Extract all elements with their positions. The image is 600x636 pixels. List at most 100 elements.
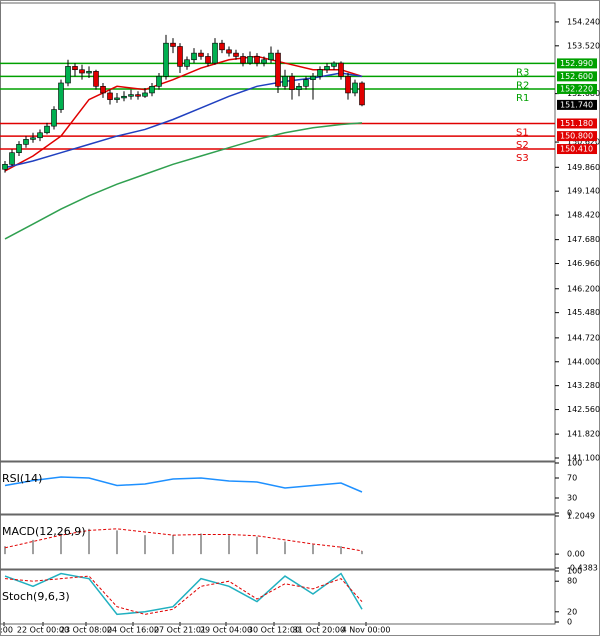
candle-body xyxy=(163,42,169,77)
candle-body xyxy=(240,56,246,64)
candle-body xyxy=(303,79,309,87)
candle-body xyxy=(282,76,288,87)
histogram-bar xyxy=(340,546,342,555)
level-name: R2 xyxy=(516,80,529,91)
level-name: S2 xyxy=(516,140,529,151)
candle-body xyxy=(268,52,274,61)
y-tick-label: 0.00 xyxy=(567,550,585,559)
y-tick-label: 0 xyxy=(567,618,572,627)
histogram-bar xyxy=(256,536,258,555)
indicator-line xyxy=(4,122,363,240)
level-tag xyxy=(557,144,597,155)
candle-body xyxy=(93,71,99,87)
candle-body xyxy=(359,82,365,106)
y-tick-label: 143.280 xyxy=(567,381,600,390)
y-tick-label: 146.200 xyxy=(567,284,600,293)
candle-body xyxy=(2,163,8,170)
y-tick-label: 150.620 xyxy=(567,138,600,147)
histogram-bar xyxy=(32,539,34,555)
y-tick-label: -0.4383 xyxy=(567,564,598,573)
panel xyxy=(0,460,556,516)
panel-title: MACD(12,26,9) xyxy=(2,525,86,538)
candle-body xyxy=(16,144,22,153)
candle-body xyxy=(338,62,344,77)
candle-body xyxy=(86,71,92,74)
y-tick-label: 70 xyxy=(567,474,577,483)
x-tick-label: 23 Oct 08:00 xyxy=(60,626,112,635)
candle-body xyxy=(254,56,260,64)
x-tick-label: 22 Oct 00:00 xyxy=(17,626,69,635)
indicator-line xyxy=(4,572,363,616)
indicator-line xyxy=(4,575,363,615)
x-tick-label: 27 Oct 21:01 xyxy=(154,626,206,635)
panel-title: Stoch(9,6,3) xyxy=(2,590,70,603)
level-value: 151.180 xyxy=(560,119,593,128)
y-tick-label: 80 xyxy=(567,577,577,586)
last-price-tag xyxy=(557,99,597,110)
candle-body xyxy=(30,137,36,140)
y-tick-label: 142.560 xyxy=(567,405,600,414)
x-tick-label: 24 Oct 16:00 xyxy=(107,626,159,635)
level-name: R1 xyxy=(516,93,529,104)
level-value: 152.600 xyxy=(560,72,593,81)
candle-body xyxy=(289,76,295,90)
candle-body xyxy=(100,86,106,94)
level-value: 152.220 xyxy=(560,84,593,93)
candle-body xyxy=(128,94,134,97)
y-tick-label: 153.520 xyxy=(567,41,600,50)
panel xyxy=(0,513,556,571)
candle-body xyxy=(65,66,71,84)
candle-body xyxy=(44,125,50,134)
candle-body xyxy=(114,97,120,100)
candle-body xyxy=(121,95,127,99)
candle-body xyxy=(205,56,211,64)
last-price: 151.740 xyxy=(560,100,593,109)
level-tag xyxy=(557,131,597,142)
histogram-bar xyxy=(4,546,6,555)
y-tick-label: 146.960 xyxy=(567,259,600,268)
candle-body xyxy=(212,42,218,64)
level-tag xyxy=(557,58,597,69)
candle-body xyxy=(331,62,337,67)
x-tick-label: 31 Oct 20:00 xyxy=(293,626,345,635)
candle-body xyxy=(198,52,204,57)
y-tick-label: 149.140 xyxy=(567,187,600,196)
y-tick-label: 30 xyxy=(567,494,577,503)
candle-body xyxy=(352,82,358,94)
candle-body xyxy=(135,94,141,97)
candle-body xyxy=(345,76,351,94)
level-name: R3 xyxy=(516,67,529,78)
histogram-bar xyxy=(284,541,286,555)
histogram-bar xyxy=(88,528,90,555)
candle-body xyxy=(177,46,183,67)
level-value: 150.800 xyxy=(560,132,593,141)
candle-body xyxy=(317,69,323,77)
y-tick-label: 1.2049 xyxy=(567,512,595,521)
candle-body xyxy=(275,52,281,87)
indicator-line xyxy=(4,528,363,552)
histogram-bar xyxy=(228,535,230,555)
panel-title: RSI(14) xyxy=(2,472,42,485)
candle-body xyxy=(51,109,57,127)
histogram-bar xyxy=(200,533,202,555)
histogram-bar xyxy=(361,550,363,555)
histogram-bar xyxy=(116,530,118,555)
candle-body xyxy=(184,59,190,67)
x-tick-label: 4 Nov 00:00 xyxy=(342,626,391,635)
candle-body xyxy=(107,92,113,100)
y-tick-label: 147.680 xyxy=(567,235,600,244)
histogram-bar xyxy=(172,535,174,555)
level-tag xyxy=(557,118,597,129)
indicator-line xyxy=(4,55,363,172)
candle-body xyxy=(9,152,15,165)
level-tag xyxy=(557,83,597,94)
candle-body xyxy=(310,76,316,80)
y-tick-label: 144.720 xyxy=(567,333,600,342)
y-tick-label: 149.860 xyxy=(567,163,600,172)
level-name: S1 xyxy=(516,127,529,138)
candle-body xyxy=(142,92,148,97)
histogram-bar xyxy=(312,544,314,555)
level-tag xyxy=(557,71,597,82)
candle-body xyxy=(191,52,197,61)
